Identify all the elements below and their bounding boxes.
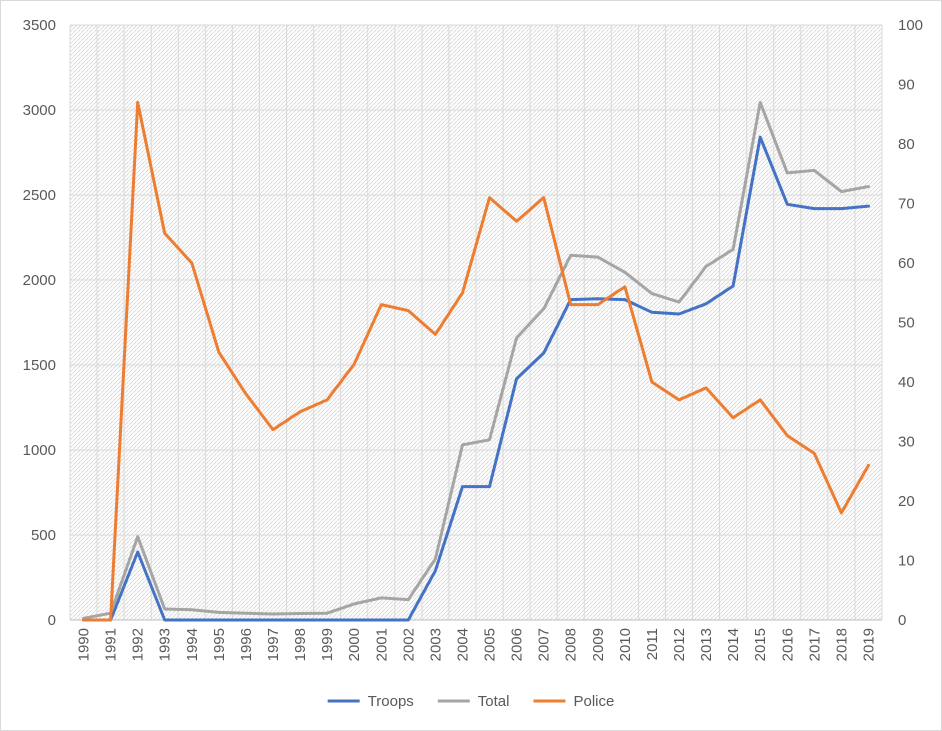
legend-item-total: Total	[437, 693, 510, 710]
y-left-tick-label: 0	[48, 612, 56, 629]
x-tick-label: 2007	[536, 628, 553, 661]
x-tick-label: 2012	[671, 628, 688, 661]
x-tick-label: 2000	[346, 628, 363, 661]
x-tick-label: 1999	[319, 628, 336, 661]
x-tick-label: 1991	[103, 628, 120, 661]
y-left-tick-label: 2000	[23, 272, 56, 289]
series-lines	[82, 100, 870, 622]
y-right-tick-label: 70	[898, 196, 915, 213]
x-tick-label: 2009	[590, 628, 607, 661]
y-left-tick-label: 2500	[23, 187, 56, 204]
x-tick-label: 1992	[130, 628, 147, 661]
x-tick-label: 1994	[184, 628, 201, 661]
x-tick-label: 2003	[427, 628, 444, 661]
y-left-tick-label: 1500	[23, 357, 56, 374]
x-tick-label: 2016	[779, 628, 796, 661]
y-right-tick-label: 60	[898, 255, 915, 272]
x-tick-label: 2001	[373, 628, 390, 661]
x-tick-label: 2010	[617, 628, 634, 661]
y-right-tick-label: 30	[898, 434, 915, 451]
axes: 0 500 1000 1500 2000 2500 3000 3500 0 10 20 30 40 50 6…	[23, 17, 923, 661]
legend-label: Total	[478, 693, 510, 710]
legend-label: Police	[573, 693, 614, 710]
y-right-tick-label: 10	[898, 553, 915, 570]
y-left-tick-label: 500	[31, 527, 56, 544]
y-left-tick-label: 3500	[23, 17, 56, 34]
legend-item-police: Police	[533, 693, 614, 710]
x-tick-label: 1997	[265, 628, 282, 661]
x-tick-label: 2011	[644, 628, 661, 660]
x-tick-label: 2002	[400, 628, 417, 661]
x-tick-label: 1998	[292, 628, 309, 661]
x-tick-label: 2017	[806, 628, 823, 661]
y-right-tick-label: 80	[898, 136, 915, 153]
x-tick-label: 2005	[482, 628, 499, 661]
y-right-tick-label: 0	[898, 612, 906, 629]
legend: Troops Total Police	[327, 693, 614, 710]
x-tick-label: 1993	[157, 628, 174, 661]
x-tick-label: 2015	[752, 628, 769, 661]
y-right-tick-label: 20	[898, 493, 915, 510]
series-line-police	[82, 100, 870, 622]
x-tick-label: 2018	[833, 628, 850, 661]
x-tick-label: 2006	[509, 628, 526, 661]
x-tick-label: 2019	[860, 628, 877, 661]
x-tick-label: 1996	[238, 628, 255, 661]
y-right-tick-label: 50	[898, 315, 915, 332]
y-left-tick-label: 3000	[23, 102, 56, 119]
legend-item-troops: Troops	[327, 693, 414, 710]
series-line-troops	[82, 135, 870, 622]
series-line-total	[82, 100, 870, 620]
x-tick-label: 2004	[454, 628, 471, 661]
y-right-tick-label: 90	[898, 77, 915, 94]
x-tick-label: 1995	[211, 628, 228, 661]
y-right-tick-label: 40	[898, 374, 915, 391]
x-tick-label: 2013	[698, 628, 715, 661]
legend-label: Troops	[368, 693, 414, 710]
x-tick-label: 1990	[76, 628, 93, 661]
y-right-tick-label: 100	[898, 17, 923, 34]
x-tick-label: 2008	[563, 628, 580, 661]
x-tick-label: 2014	[725, 628, 742, 661]
y-left-tick-label: 1000	[23, 442, 56, 459]
